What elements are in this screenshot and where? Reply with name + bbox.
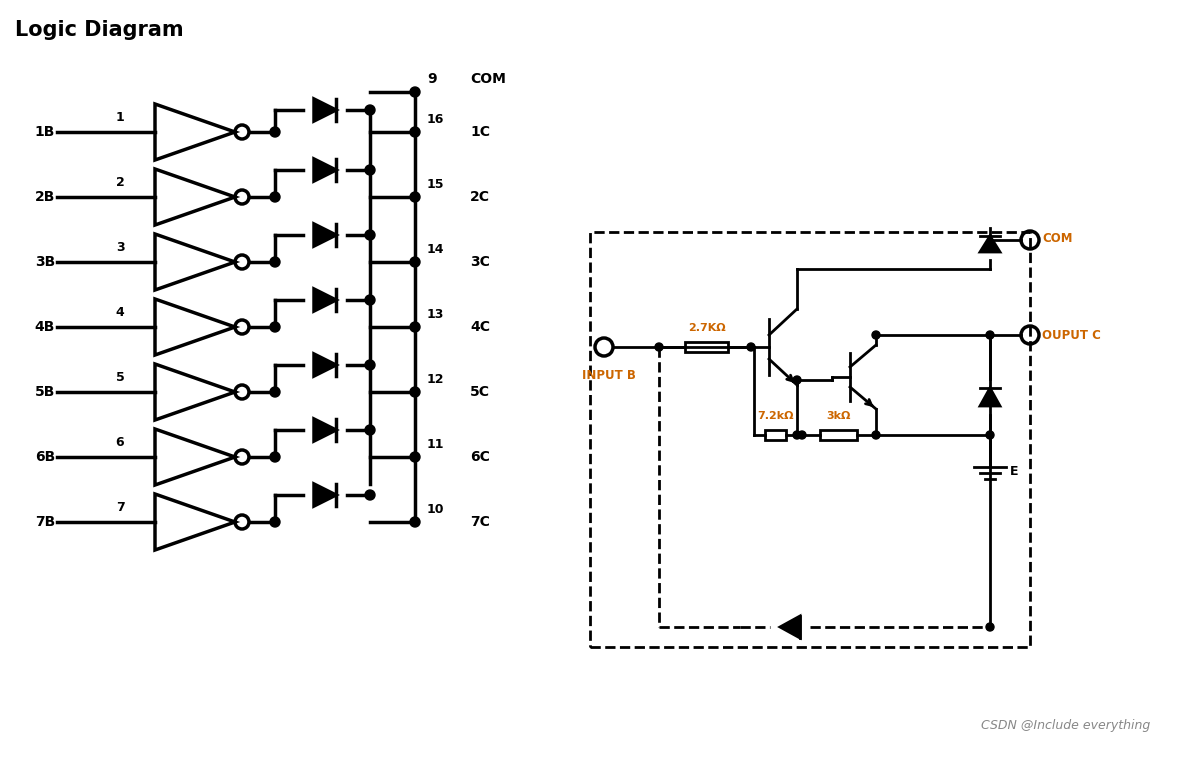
Text: COM: COM [1042, 232, 1072, 245]
Text: 9: 9 [427, 72, 437, 86]
Circle shape [793, 376, 802, 384]
Circle shape [410, 517, 420, 527]
Circle shape [986, 623, 995, 631]
Polygon shape [314, 289, 335, 311]
Circle shape [365, 165, 375, 175]
Text: 5: 5 [115, 371, 125, 384]
Text: INPUT B: INPUT B [583, 369, 636, 382]
Text: 4: 4 [115, 306, 125, 319]
Circle shape [410, 387, 420, 397]
Text: CSDN @Include everything: CSDN @Include everything [980, 719, 1150, 732]
Circle shape [365, 490, 375, 500]
Text: 5B: 5B [34, 385, 55, 399]
Circle shape [270, 322, 280, 332]
Circle shape [410, 257, 420, 267]
Circle shape [270, 192, 280, 202]
Bar [765, 430, 786, 440]
Text: 1: 1 [115, 111, 125, 124]
Text: 1C: 1C [470, 125, 490, 139]
Circle shape [365, 425, 375, 435]
Bar [685, 342, 727, 352]
Text: 7: 7 [115, 501, 125, 514]
Polygon shape [314, 484, 335, 506]
Circle shape [872, 331, 880, 339]
Polygon shape [980, 388, 1000, 406]
Circle shape [798, 431, 806, 439]
Text: 2B: 2B [34, 190, 55, 204]
Polygon shape [314, 224, 335, 246]
Text: 13: 13 [427, 308, 445, 321]
Text: Logic Diagram: Logic Diagram [15, 20, 184, 40]
Circle shape [410, 192, 420, 202]
Text: 7.2kΩ: 7.2kΩ [757, 411, 793, 421]
Text: 2: 2 [115, 176, 125, 189]
Circle shape [270, 517, 280, 527]
Text: 3C: 3C [470, 255, 490, 269]
Circle shape [270, 127, 280, 137]
Circle shape [410, 322, 420, 332]
Text: OUPUT C: OUPUT C [1042, 328, 1100, 341]
Circle shape [365, 360, 375, 370]
Text: 15: 15 [427, 178, 445, 191]
Text: E: E [1010, 465, 1018, 478]
Polygon shape [980, 236, 1000, 252]
Circle shape [365, 105, 375, 115]
Text: 14: 14 [427, 243, 445, 256]
Text: 3B: 3B [35, 255, 55, 269]
Text: 3: 3 [115, 241, 125, 254]
Text: 1B: 1B [34, 125, 55, 139]
Text: 4C: 4C [470, 320, 490, 334]
Circle shape [410, 87, 420, 97]
Circle shape [654, 343, 663, 351]
Text: 16: 16 [427, 113, 445, 126]
Text: 5C: 5C [470, 385, 490, 399]
Circle shape [270, 387, 280, 397]
Circle shape [793, 431, 802, 439]
Text: COM: COM [470, 72, 506, 86]
Circle shape [270, 257, 280, 267]
Circle shape [747, 343, 754, 351]
Polygon shape [314, 99, 335, 121]
Polygon shape [780, 616, 800, 638]
Polygon shape [314, 159, 335, 181]
Circle shape [410, 127, 420, 137]
Circle shape [872, 431, 880, 439]
Circle shape [365, 295, 375, 305]
Circle shape [270, 452, 280, 462]
Text: 2C: 2C [470, 190, 490, 204]
Text: 12: 12 [427, 373, 445, 386]
Text: 10: 10 [427, 503, 445, 516]
Text: 3kΩ: 3kΩ [826, 411, 851, 421]
Text: 4B: 4B [34, 320, 55, 334]
Circle shape [365, 230, 375, 240]
Text: 6B: 6B [35, 450, 55, 464]
Polygon shape [314, 419, 335, 441]
Bar [820, 430, 858, 440]
Text: 6: 6 [115, 436, 125, 449]
Circle shape [986, 431, 995, 439]
Text: 6C: 6C [470, 450, 490, 464]
Text: 7B: 7B [35, 515, 55, 529]
Text: 2.7KΩ: 2.7KΩ [687, 323, 725, 333]
Text: 11: 11 [427, 438, 445, 451]
Polygon shape [314, 354, 335, 376]
Circle shape [410, 452, 420, 462]
Text: 7C: 7C [470, 515, 490, 529]
Circle shape [986, 331, 995, 339]
